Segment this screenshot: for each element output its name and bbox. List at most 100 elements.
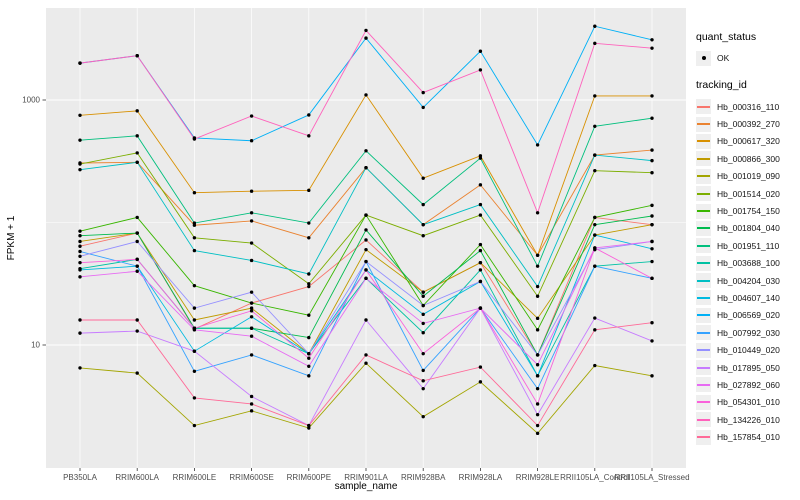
data-point bbox=[135, 231, 139, 235]
data-point bbox=[535, 328, 540, 332]
y-axis-title: FPKM + 1 bbox=[6, 215, 17, 260]
legend-tracking-id-title: tracking_id bbox=[696, 79, 747, 91]
data-point bbox=[421, 222, 425, 227]
series-color-line-icon bbox=[697, 227, 710, 230]
legend-key-box bbox=[696, 99, 711, 115]
data-point bbox=[421, 294, 425, 298]
data-point bbox=[249, 409, 254, 413]
series-color-line-icon bbox=[697, 192, 710, 195]
y-tick-label: 10 bbox=[31, 341, 40, 350]
data-point bbox=[650, 94, 654, 98]
x-tick-label: RRII105LA_Control bbox=[560, 473, 630, 482]
legend-key-box bbox=[696, 116, 711, 132]
data-point bbox=[192, 236, 197, 240]
data-point bbox=[249, 394, 254, 399]
data-point bbox=[478, 68, 483, 72]
data-point bbox=[307, 236, 311, 240]
series-color-line-icon bbox=[697, 175, 710, 178]
x-tick-label: PB350LA bbox=[63, 473, 97, 482]
data-point bbox=[249, 315, 254, 319]
data-point bbox=[307, 282, 311, 286]
data-point bbox=[593, 316, 597, 320]
data-point bbox=[135, 151, 139, 155]
data-point bbox=[249, 114, 254, 118]
legend-key-box bbox=[696, 168, 711, 184]
legend-key-box bbox=[696, 238, 711, 254]
legend-item-Hb_006569_020: Hb_006569_020 bbox=[696, 307, 780, 324]
data-point bbox=[478, 183, 483, 187]
data-point bbox=[307, 351, 311, 356]
legend-item-Hb_001804_040: Hb_001804_040 bbox=[696, 220, 780, 237]
legend-item-Hb_001951_110: Hb_001951_110 bbox=[696, 237, 780, 254]
legend-item-Hb_003688_100: Hb_003688_100 bbox=[696, 255, 780, 272]
data-point bbox=[364, 228, 368, 232]
data-point bbox=[535, 402, 540, 406]
point-icon bbox=[701, 56, 706, 60]
data-point bbox=[650, 239, 654, 244]
data-point bbox=[78, 366, 82, 370]
data-point bbox=[593, 94, 597, 98]
data-point bbox=[650, 321, 654, 325]
legend-item-Hb_001754_150: Hb_001754_150 bbox=[696, 202, 780, 219]
data-point bbox=[249, 219, 254, 223]
legend-item-Hb_001019_090: Hb_001019_090 bbox=[696, 168, 780, 185]
data-point bbox=[192, 191, 197, 195]
data-point bbox=[307, 423, 311, 428]
data-point bbox=[249, 306, 254, 310]
x-tick-label: RRIM600PE bbox=[287, 473, 331, 482]
data-point bbox=[249, 290, 254, 294]
legend-key-box bbox=[696, 412, 711, 428]
data-point bbox=[650, 259, 654, 264]
data-point bbox=[364, 36, 368, 40]
legend-key-box bbox=[696, 203, 711, 219]
data-point bbox=[421, 105, 425, 110]
legend-item-Hb_010449_020: Hb_010449_020 bbox=[696, 341, 780, 358]
data-point bbox=[78, 249, 82, 254]
data-point bbox=[650, 148, 654, 152]
data-point bbox=[135, 215, 139, 220]
legend-item-Hb_000617_320: Hb_000617_320 bbox=[696, 133, 780, 150]
data-point bbox=[192, 326, 197, 330]
series-color-line-icon bbox=[697, 105, 710, 108]
data-point bbox=[364, 268, 368, 272]
data-point bbox=[78, 138, 82, 142]
data-point bbox=[650, 158, 654, 163]
legend-tracking-id-items: Hb_000316_110 Hb_000392_270 Hb_000617_320 H… bbox=[696, 98, 780, 446]
legend-key-box bbox=[696, 220, 711, 236]
legend-item-label: Hb_000617_320 bbox=[717, 136, 780, 147]
data-point bbox=[593, 363, 597, 368]
data-point bbox=[78, 318, 82, 322]
legend-item-label: Hb_006569_020 bbox=[717, 310, 780, 321]
data-point bbox=[249, 241, 254, 245]
x-tick-label: RRIM928LE bbox=[516, 473, 560, 482]
x-tick-label: RRIM600SE bbox=[229, 473, 273, 482]
data-point bbox=[421, 379, 425, 383]
data-point bbox=[364, 238, 368, 242]
series-color-line-icon bbox=[697, 210, 710, 213]
data-point bbox=[192, 283, 197, 288]
data-point bbox=[78, 268, 82, 272]
legend-key-box bbox=[696, 307, 711, 323]
data-point bbox=[421, 331, 425, 335]
x-tick-label: RRIM901LA bbox=[344, 473, 388, 482]
data-point bbox=[593, 41, 597, 46]
legend-key-box bbox=[696, 290, 711, 306]
data-point bbox=[307, 335, 311, 340]
legend-item-label: Hb_027892_060 bbox=[717, 379, 780, 390]
legend-item-label: Hb_157854_010 bbox=[717, 432, 780, 443]
data-point bbox=[478, 380, 483, 384]
data-point bbox=[307, 188, 311, 193]
data-point bbox=[535, 353, 540, 357]
data-point bbox=[78, 244, 82, 248]
data-point bbox=[364, 28, 368, 33]
legend-key-box bbox=[696, 394, 711, 410]
data-point bbox=[650, 214, 654, 218]
series-color-line-icon bbox=[697, 244, 710, 247]
series-color-line-icon bbox=[697, 418, 710, 421]
series-color-line-icon bbox=[697, 366, 710, 369]
data-point bbox=[478, 279, 483, 284]
data-point bbox=[535, 386, 540, 391]
data-point bbox=[249, 301, 254, 305]
data-point bbox=[249, 353, 254, 357]
